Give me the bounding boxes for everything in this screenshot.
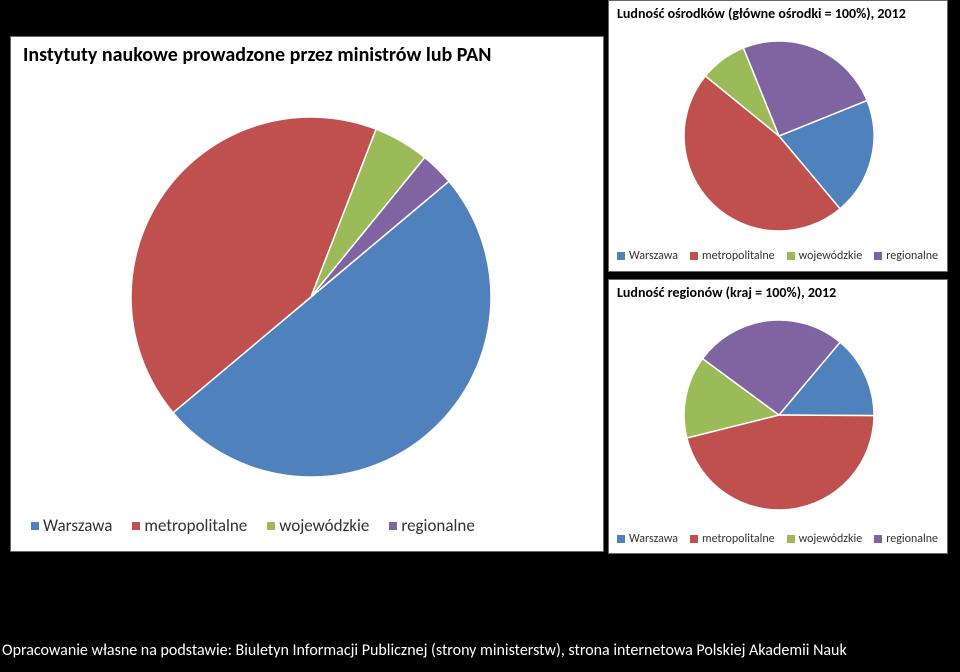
legend-label: Warszawa: [629, 249, 678, 263]
legend-label: wojewódzkie: [279, 515, 369, 536]
pie-top: [609, 1, 949, 246]
legend-main: Warszawa metropolitalne wojewódzkie regiona…: [31, 515, 475, 536]
legend-swatch: [690, 535, 698, 543]
legend-item: metropolitalne: [690, 249, 775, 263]
source-text: Opracowanie własne na podstawie: Biulety…: [0, 641, 960, 660]
legend-label: regionalne: [886, 532, 938, 546]
legend-item: metropolitalne: [132, 515, 247, 536]
pie-main: [11, 37, 605, 512]
legend-swatch: [690, 252, 698, 260]
legend-label: regionalne: [886, 249, 938, 263]
legend-item: regionalne: [874, 249, 938, 263]
legend-item: Warszawa: [31, 515, 112, 536]
legend-label: wojewódzkie: [799, 249, 863, 263]
legend-top: Warszawa metropolitalne wojewódzkie regiona…: [617, 249, 938, 263]
legend-label: Warszawa: [43, 515, 112, 536]
legend-bottom: Warszawa metropolitalne wojewódzkie regiona…: [617, 532, 938, 546]
legend-swatch: [267, 522, 275, 530]
legend-swatch: [874, 252, 882, 260]
legend-label: metropolitalne: [702, 532, 775, 546]
chart-panel-bottom: Ludność regionów (kraj = 100%), 2012 War…: [608, 279, 948, 554]
legend-item: wojewódzkie: [267, 515, 369, 536]
legend-label: regionalne: [401, 515, 474, 536]
legend-label: metropolitalne: [702, 249, 775, 263]
chart-panel-top: Ludność ośrodków (główne ośrodki = 100%)…: [608, 0, 948, 272]
chart-panel-main: Instytuty naukowe prowadzone przez minis…: [10, 36, 604, 552]
pie-bottom: [609, 280, 949, 530]
legend-label: metropolitalne: [144, 515, 247, 536]
legend-swatch: [617, 535, 625, 543]
legend-swatch: [874, 535, 882, 543]
legend-item: wojewódzkie: [787, 532, 863, 546]
legend-swatch: [31, 522, 39, 530]
legend-label: wojewódzkie: [799, 532, 863, 546]
legend-swatch: [617, 252, 625, 260]
legend-item: Warszawa: [617, 532, 678, 546]
legend-item: regionalne: [389, 515, 474, 536]
legend-item: metropolitalne: [690, 532, 775, 546]
legend-swatch: [389, 522, 397, 530]
legend-item: wojewódzkie: [787, 249, 863, 263]
legend-swatch: [132, 522, 140, 530]
legend-label: Warszawa: [629, 532, 678, 546]
legend-swatch: [787, 252, 795, 260]
legend-swatch: [787, 535, 795, 543]
legend-item: Warszawa: [617, 249, 678, 263]
legend-item: regionalne: [874, 532, 938, 546]
